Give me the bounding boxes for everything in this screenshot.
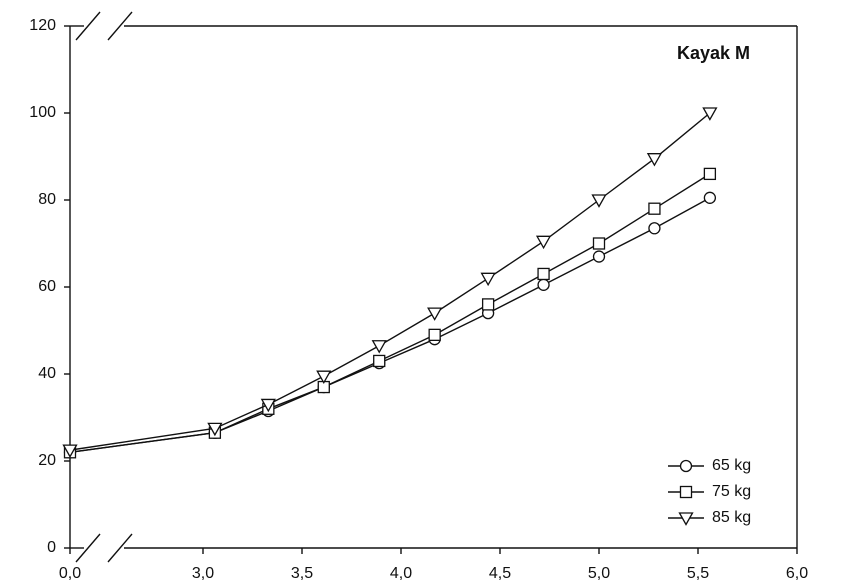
x-tick-label: 4,5 xyxy=(489,565,511,582)
y-tick-label: 60 xyxy=(38,278,56,295)
data-point xyxy=(371,340,387,354)
data-point xyxy=(62,444,78,458)
x-tick-label: 4,0 xyxy=(390,565,412,582)
data-point xyxy=(535,235,552,250)
legend-label: 65 kg xyxy=(712,457,751,474)
data-point xyxy=(648,202,661,215)
data-point xyxy=(481,298,495,311)
y-tick-label: 20 xyxy=(38,452,56,469)
data-point xyxy=(373,354,386,368)
data-point xyxy=(316,370,332,384)
x-tick-label: 6,0 xyxy=(786,565,808,582)
data-point xyxy=(207,422,223,437)
data-point xyxy=(648,222,661,235)
x-tick-label: 5,0 xyxy=(588,565,610,582)
data-point xyxy=(537,267,550,281)
y-tick-label: 120 xyxy=(29,17,56,34)
data-point xyxy=(702,107,718,121)
series-line xyxy=(69,173,711,453)
y-tick-label: 40 xyxy=(38,365,56,382)
x-tick-label: 3,5 xyxy=(291,565,313,582)
legend-marker xyxy=(679,459,693,473)
x-tick-label: 5,5 xyxy=(687,565,709,582)
chart-title: Kayak M xyxy=(677,43,750,63)
data-point xyxy=(428,328,441,342)
data-point xyxy=(646,153,663,167)
x-tick-label: 3,0 xyxy=(192,565,214,582)
data-point xyxy=(703,167,717,181)
data-point xyxy=(703,191,717,204)
x-tick-label: 0,0 xyxy=(59,565,81,582)
y-tick-label: 80 xyxy=(38,191,56,208)
data-point xyxy=(537,278,550,291)
legend-marker xyxy=(679,485,693,499)
data-point xyxy=(480,272,496,287)
data-point xyxy=(592,250,606,263)
series-line xyxy=(69,197,711,453)
data-point xyxy=(592,237,606,250)
data-point xyxy=(591,194,607,208)
legend-label: 75 kg xyxy=(712,483,751,500)
y-tick-label: 0 xyxy=(47,539,56,556)
legend-label: 85 kg xyxy=(712,509,751,526)
series-line xyxy=(69,112,711,451)
data-point xyxy=(427,307,443,321)
plot-frame xyxy=(69,11,798,563)
data-point xyxy=(260,398,276,413)
legend-marker xyxy=(678,512,694,526)
y-tick-label: 100 xyxy=(29,104,56,121)
